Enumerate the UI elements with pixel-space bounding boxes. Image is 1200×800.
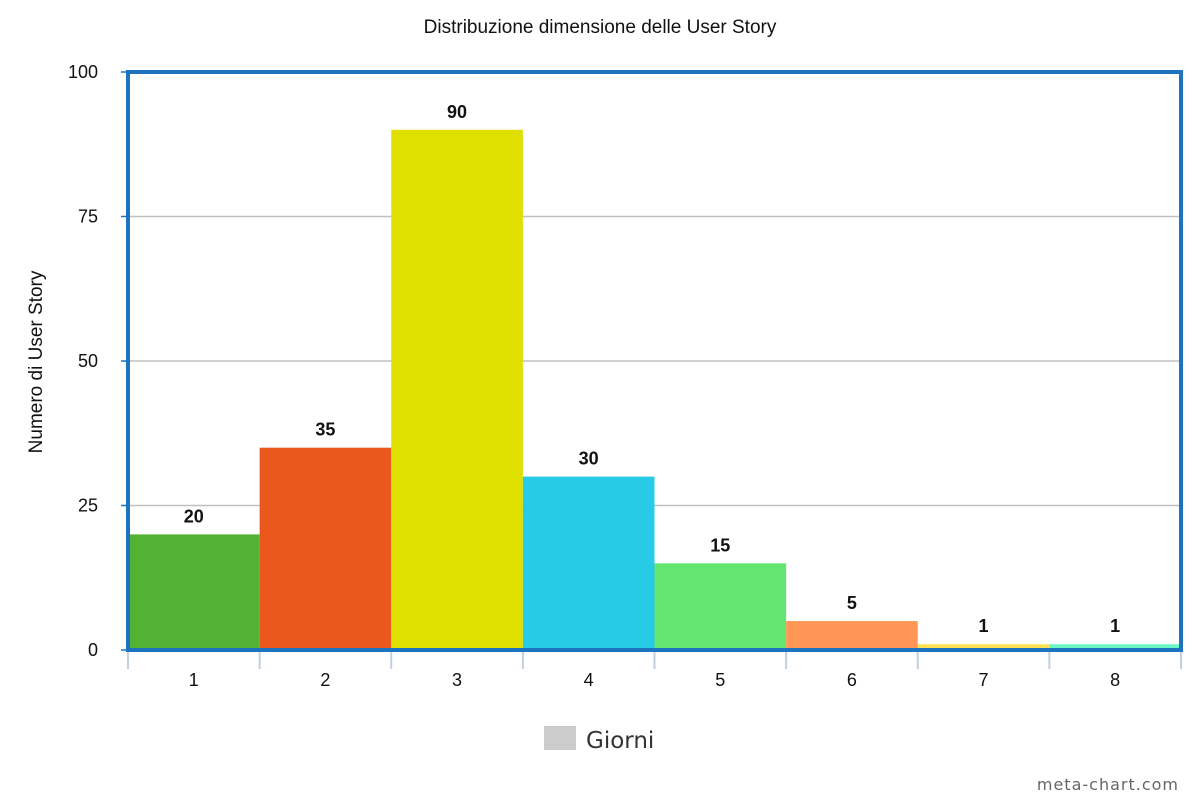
y-tick-label: 100 <box>68 62 98 82</box>
plot-area-border <box>126 70 1183 652</box>
bar[interactable] <box>522 476 655 650</box>
bar[interactable] <box>1049 644 1181 650</box>
data-label: 5 <box>847 593 857 613</box>
data-label: 1 <box>1110 616 1120 636</box>
bar[interactable] <box>654 563 787 650</box>
bars <box>128 129 1181 651</box>
y-tick-label: 0 <box>88 640 98 660</box>
y-tick-label: 75 <box>78 207 98 227</box>
data-label: 20 <box>184 506 204 526</box>
bar[interactable] <box>391 129 523 651</box>
y-axis-label: Numero di User Story <box>26 270 47 453</box>
y-tick-label: 50 <box>78 351 98 371</box>
x-tick-label: 3 <box>452 670 462 690</box>
x-tick-label: 8 <box>1110 670 1120 690</box>
legend[interactable]: Giorni <box>544 726 654 754</box>
data-label: 1 <box>979 616 989 636</box>
x-tick-label: 2 <box>320 670 330 690</box>
data-label: 15 <box>710 535 730 555</box>
data-label: 35 <box>315 420 335 440</box>
x-tick-label: 1 <box>189 670 199 690</box>
data-labels: 20 35 90 30 15 5 1 1 <box>184 102 1120 636</box>
legend-swatch <box>544 726 576 750</box>
chart-title: Distribuzione dimensione delle User Stor… <box>424 17 777 38</box>
legend-label: Giorni <box>586 728 654 754</box>
x-tick-label: 4 <box>584 670 594 690</box>
data-label: 30 <box>579 449 599 469</box>
credit-text: meta-chart.com <box>1037 775 1179 794</box>
bar[interactable] <box>917 644 1050 650</box>
x-tick-label: 5 <box>715 670 725 690</box>
y-tick-label: 25 <box>78 496 98 516</box>
bar[interactable] <box>786 621 918 650</box>
bar[interactable] <box>128 534 260 650</box>
data-label: 90 <box>447 102 467 122</box>
axes: 0 25 50 75 100 1 2 3 4 5 6 7 8 <box>68 62 1182 690</box>
bar[interactable] <box>259 447 392 650</box>
x-tick-label: 6 <box>847 670 857 690</box>
x-tick-label: 7 <box>979 670 989 690</box>
